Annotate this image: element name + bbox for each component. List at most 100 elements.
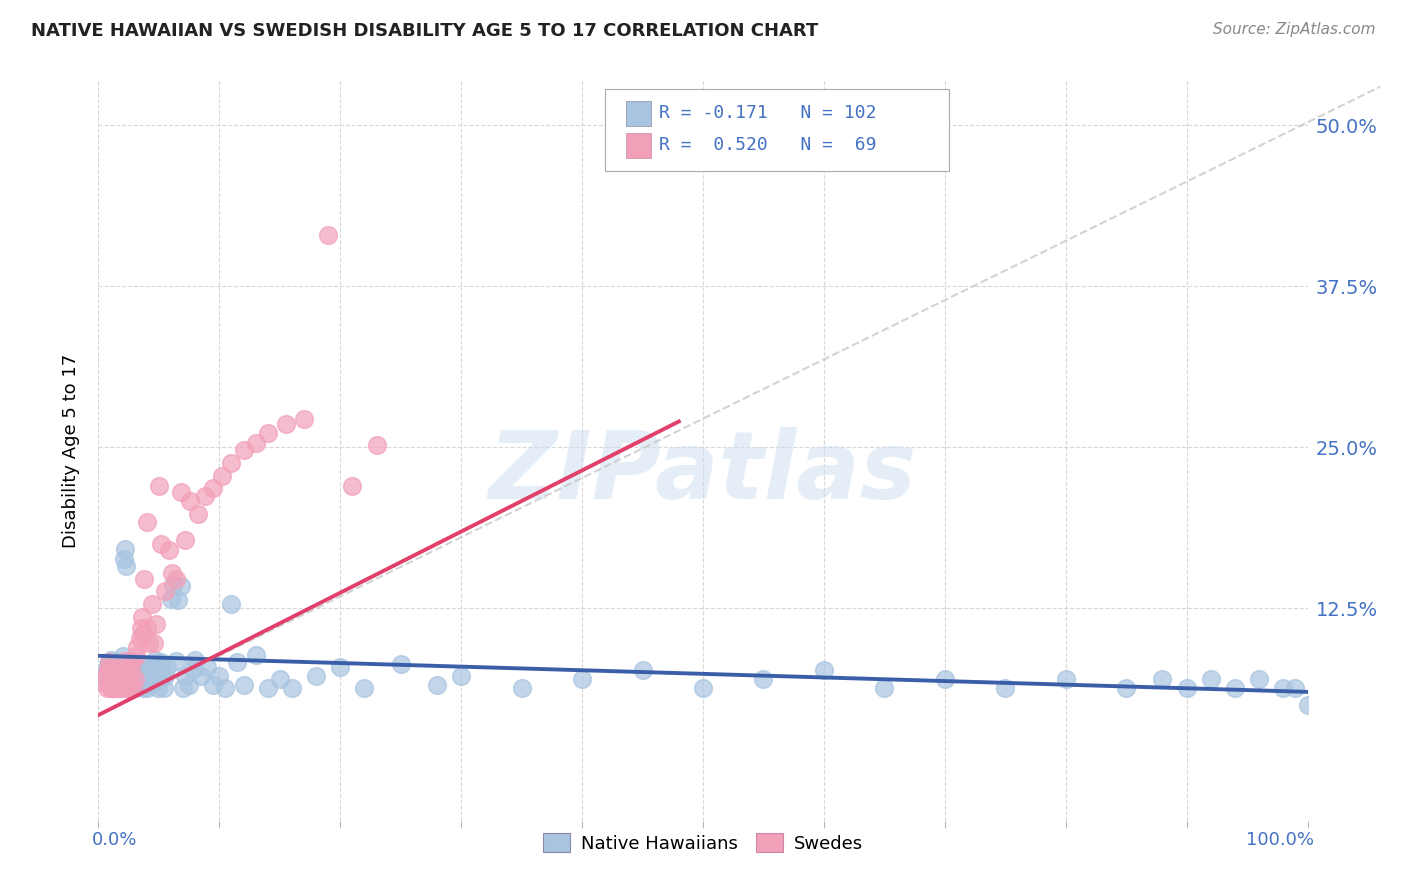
Point xyxy=(121,654,143,668)
Point xyxy=(138,662,160,676)
Point xyxy=(274,417,297,431)
Point xyxy=(105,666,128,681)
Text: NATIVE HAWAIIAN VS SWEDISH DISABILITY AGE 5 TO 17 CORRELATION CHART: NATIVE HAWAIIAN VS SWEDISH DISABILITY AG… xyxy=(31,22,818,40)
Point xyxy=(138,636,160,650)
Point xyxy=(111,648,134,663)
Text: R = -0.171   N = 102: R = -0.171 N = 102 xyxy=(659,104,877,122)
Point xyxy=(107,673,129,688)
Point xyxy=(174,669,197,683)
Point xyxy=(190,669,212,683)
Point xyxy=(179,678,201,692)
Point xyxy=(129,620,152,634)
Point xyxy=(256,426,278,441)
Text: 0.0%: 0.0% xyxy=(93,831,138,849)
Point xyxy=(389,657,412,671)
Point xyxy=(510,681,533,695)
Point xyxy=(135,515,157,529)
Point xyxy=(211,468,233,483)
Point xyxy=(103,681,125,695)
Point xyxy=(160,566,183,581)
Legend: Native Hawaiians, Swedes: Native Hawaiians, Swedes xyxy=(536,826,870,860)
Point xyxy=(127,666,149,681)
Point xyxy=(101,663,124,677)
Point xyxy=(141,597,163,611)
Point xyxy=(101,681,124,695)
Point xyxy=(1284,681,1306,695)
Point xyxy=(292,412,315,426)
Point xyxy=(132,681,155,695)
Point xyxy=(187,507,209,521)
Point xyxy=(128,631,150,645)
Point xyxy=(162,578,184,592)
Point xyxy=(281,681,304,695)
Point xyxy=(1272,681,1295,695)
Point xyxy=(105,681,128,695)
Point xyxy=(934,672,956,686)
Point xyxy=(692,681,714,695)
Point xyxy=(125,648,148,663)
Point xyxy=(115,558,138,573)
Point xyxy=(167,593,190,607)
Point xyxy=(1249,672,1271,686)
Point xyxy=(108,681,131,695)
Point xyxy=(111,657,134,672)
Point xyxy=(118,672,141,686)
Point xyxy=(152,681,174,695)
Point xyxy=(232,442,254,457)
Point xyxy=(752,672,775,686)
Point xyxy=(245,648,267,662)
Point xyxy=(813,663,835,677)
Point xyxy=(94,668,117,682)
Point xyxy=(221,456,243,470)
Point xyxy=(118,672,141,686)
Point xyxy=(118,681,141,695)
Point xyxy=(145,616,167,631)
Point xyxy=(179,494,201,508)
Text: R =  0.520   N =  69: R = 0.520 N = 69 xyxy=(659,136,877,154)
Point xyxy=(150,537,173,551)
Point xyxy=(100,674,122,689)
Point xyxy=(96,662,118,676)
Point xyxy=(1054,672,1077,686)
Point xyxy=(165,572,187,586)
Point xyxy=(208,669,231,683)
Text: 100.0%: 100.0% xyxy=(1246,831,1313,849)
Y-axis label: Disability Age 5 to 17: Disability Age 5 to 17 xyxy=(62,353,80,548)
Point xyxy=(156,660,179,674)
Point xyxy=(1152,672,1174,686)
Point xyxy=(136,671,159,685)
Point xyxy=(128,657,150,672)
Point xyxy=(100,681,122,695)
Point xyxy=(1115,681,1137,695)
Point xyxy=(214,681,236,695)
Point xyxy=(174,533,197,547)
Point xyxy=(994,681,1017,695)
Point xyxy=(221,597,243,611)
Point xyxy=(143,660,166,674)
Point xyxy=(226,655,249,669)
Point xyxy=(202,678,225,692)
Point xyxy=(114,541,136,556)
Point xyxy=(135,663,157,677)
Point xyxy=(103,660,125,674)
Point xyxy=(124,681,146,695)
Point xyxy=(111,666,134,681)
Point xyxy=(153,669,176,683)
Point xyxy=(150,655,173,669)
Point xyxy=(124,669,146,683)
Point xyxy=(105,672,128,686)
Point xyxy=(329,660,352,674)
Point xyxy=(110,669,132,683)
Point xyxy=(98,655,121,669)
Point xyxy=(122,665,145,679)
Point xyxy=(115,672,138,686)
Point xyxy=(111,672,134,686)
Point xyxy=(149,665,172,679)
Point xyxy=(571,672,593,686)
Point xyxy=(316,227,339,242)
Point xyxy=(111,663,134,677)
Point xyxy=(631,663,654,677)
Point xyxy=(143,636,166,650)
Point xyxy=(129,674,152,689)
Text: ZIPatlas: ZIPatlas xyxy=(489,426,917,518)
